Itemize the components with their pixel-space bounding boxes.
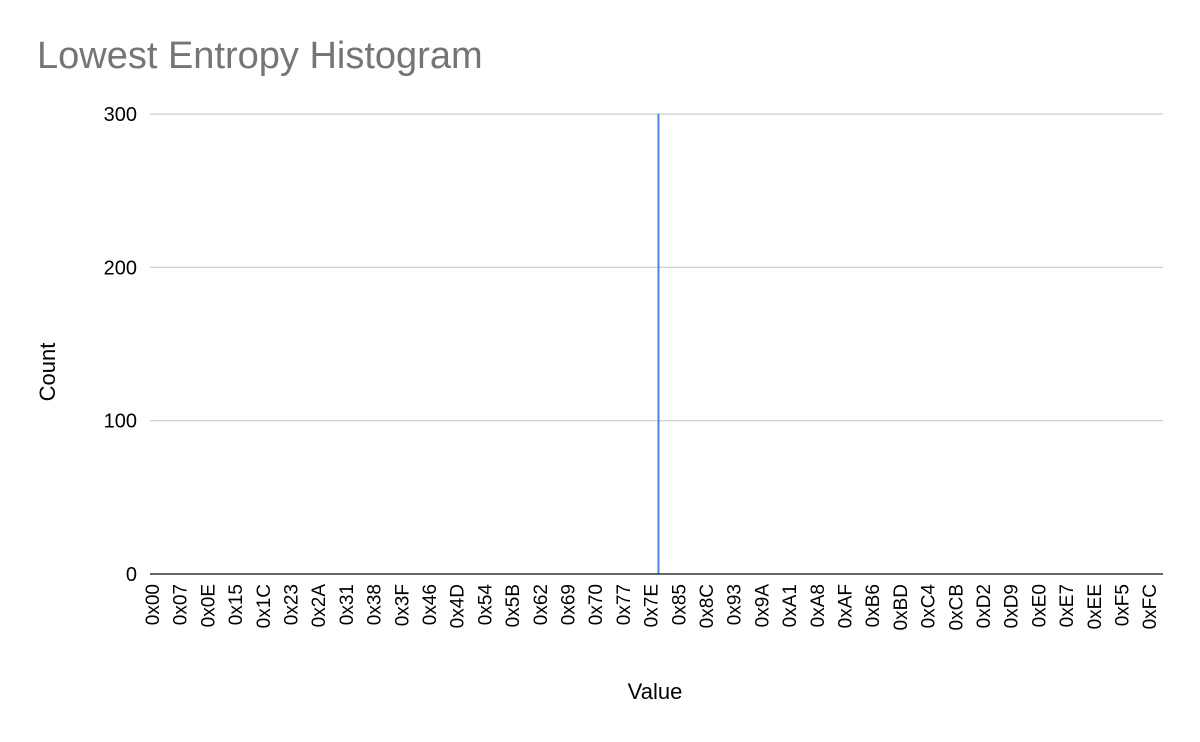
y-tick-label: 200 (104, 257, 137, 279)
x-tick-label: 0x23 (281, 584, 302, 625)
x-tick-label: 0x46 (420, 584, 441, 625)
x-axis-ticks: 0x00 0x07 0x0E 0x15 0x1C 0x23 0x2A 0x31 0x38 0x3F… (143, 584, 1161, 631)
chart-title: Lowest Entropy Histogram (37, 35, 483, 77)
x-tick-label: 0xA8 (808, 584, 829, 627)
y-tick-label: 100 (104, 411, 137, 433)
x-tick-label: 0x7E (642, 584, 663, 627)
x-tick-label: 0x15 (226, 584, 247, 625)
x-tick-label: 0x4D (448, 584, 469, 628)
y-tick-label: 0 (126, 564, 137, 586)
x-tick-label: 0x31 (337, 584, 358, 625)
bar-0x80 (657, 114, 660, 574)
x-tick-label: 0x8C (697, 584, 718, 628)
x-tick-label: 0x69 (558, 584, 579, 625)
x-tick-label: 0xE7 (1057, 584, 1078, 627)
x-tick-label: 0xD2 (974, 584, 995, 628)
x-tick-label: 0xCB (946, 584, 967, 630)
x-tick-label: 0x70 (586, 584, 607, 625)
x-tick-label: 0xBD (891, 584, 912, 630)
y-tick-label: 300 (104, 104, 137, 126)
y-axis-title: Count (35, 343, 60, 402)
x-tick-label: 0x3F (392, 584, 413, 626)
bars (657, 114, 660, 574)
x-axis-title: Value (628, 679, 683, 704)
x-tick-label: 0x00 (143, 584, 164, 625)
x-tick-label: 0x9A (752, 584, 773, 628)
x-tick-label: 0xF5 (1112, 584, 1133, 626)
x-tick-label: 0xEE (1085, 584, 1106, 629)
x-tick-label: 0xB6 (863, 584, 884, 627)
gridlines (150, 113, 1163, 422)
x-tick-label: 0x1C (254, 584, 275, 628)
x-tick-label: 0xD9 (1002, 584, 1023, 628)
x-tick-label: 0xA1 (780, 584, 801, 627)
y-axis-ticks: 0 100 200 300 (104, 104, 137, 586)
x-tick-label: 0x62 (531, 584, 552, 625)
x-tick-label: 0x77 (614, 584, 635, 625)
x-tick-label: 0x93 (725, 584, 746, 625)
x-tick-label: 0x38 (365, 584, 386, 625)
x-tick-label: 0xE0 (1029, 584, 1050, 627)
x-tick-label: 0xAF (835, 584, 856, 628)
x-tick-label: 0xFC (1140, 584, 1161, 629)
x-tick-label: 0x2A (309, 584, 330, 628)
x-tick-label: 0x54 (475, 584, 496, 626)
x-tick-label: 0x85 (669, 584, 690, 625)
x-tick-label: 0x07 (171, 584, 192, 625)
x-tick-label: 0x0E (198, 584, 219, 627)
x-tick-label: 0x5B (503, 584, 524, 627)
x-tick-label: 0xC4 (919, 584, 940, 629)
